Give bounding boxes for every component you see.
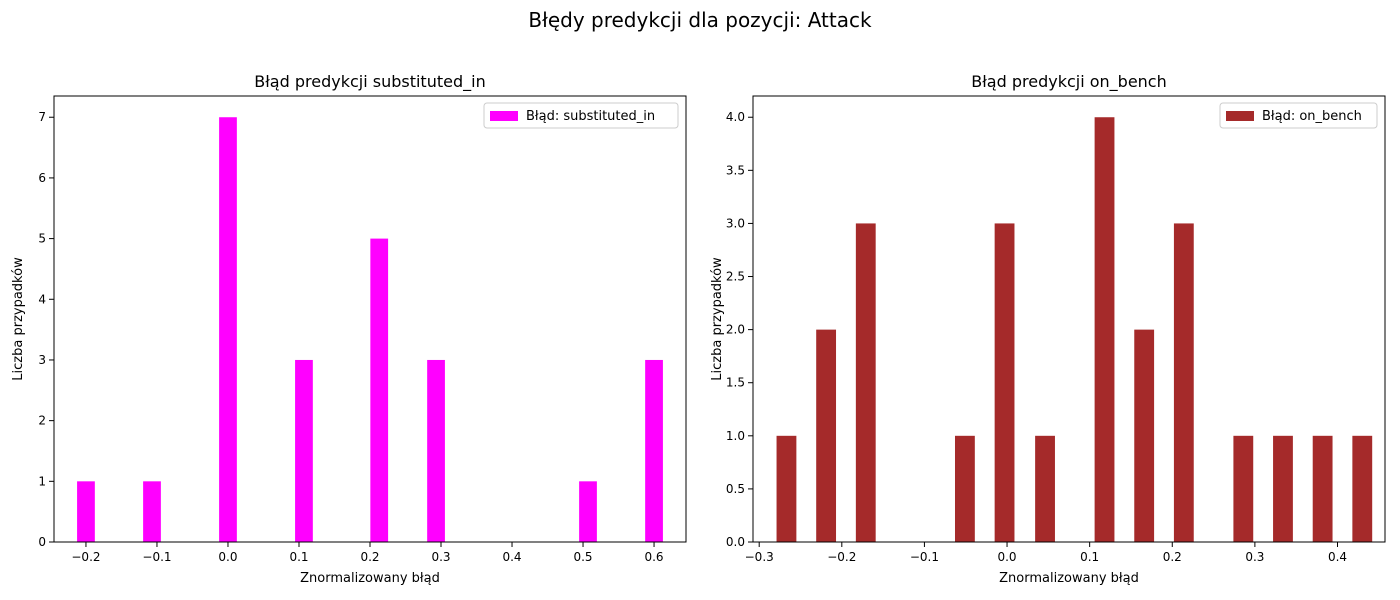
y-axis-label: Liczba przypadków xyxy=(710,257,725,381)
x-tick-label: −0.2 xyxy=(827,550,856,564)
y-tick-label: 2.5 xyxy=(726,270,745,284)
y-tick-label: 2 xyxy=(38,414,46,428)
x-tick-label: −0.2 xyxy=(71,550,100,564)
y-tick-label: 1.0 xyxy=(726,429,745,443)
x-tick-label: 0.2 xyxy=(1163,550,1182,564)
bar xyxy=(645,359,663,542)
x-tick-label: 0.6 xyxy=(644,550,663,564)
bar xyxy=(816,329,837,542)
x-tick-label: 0.1 xyxy=(1080,550,1099,564)
x-tick-label: 0.4 xyxy=(1328,550,1347,564)
x-tick-label: −0.1 xyxy=(910,550,939,564)
bar xyxy=(1173,223,1194,542)
y-tick-label: 2.0 xyxy=(726,323,745,337)
bar xyxy=(1035,435,1055,542)
y-tick-label: 0.5 xyxy=(726,482,745,496)
bar xyxy=(776,435,797,542)
y-tick-label: 3.5 xyxy=(726,163,745,177)
bar xyxy=(219,117,237,542)
y-tick-label: 0.0 xyxy=(726,535,745,549)
y-tick-label: 7 xyxy=(38,110,46,124)
legend: Błąd: on_bench xyxy=(1219,102,1378,129)
bar xyxy=(143,481,161,542)
y-tick-label: 1.5 xyxy=(726,376,745,390)
y-tick-label: 4.0 xyxy=(726,110,745,124)
bar xyxy=(1233,435,1254,542)
x-tick-label: 0.0 xyxy=(997,550,1016,564)
bar xyxy=(427,359,445,542)
x-tick-label: 0.0 xyxy=(218,550,237,564)
x-tick-label: 0.5 xyxy=(573,550,592,564)
x-tick-label: 0.1 xyxy=(289,550,308,564)
bar xyxy=(77,481,95,542)
y-tick-label: 3 xyxy=(38,353,46,367)
y-tick-label: 5 xyxy=(38,232,46,246)
legend: Błąd: substituted_in xyxy=(483,102,679,129)
legend-label: Błąd: substituted_in xyxy=(526,109,655,124)
x-tick-label: 0.3 xyxy=(431,550,450,564)
bar xyxy=(579,481,597,542)
y-tick-label: 6 xyxy=(38,171,46,185)
x-tick-label: 0.2 xyxy=(360,550,379,564)
chart-panel-on-bench: −0.3 −0.2 −0.1 0.0 0.1 0.2 0.3 0.4 0.0 0.5 1.0 1.5 2… xyxy=(710,72,1386,586)
y-tick-label: 0 xyxy=(38,535,46,549)
bar xyxy=(1352,435,1373,542)
y-tick-label: 4 xyxy=(38,292,46,306)
legend-label: Błąd: on_bench xyxy=(1262,109,1362,124)
x-axis-label: Znormalizowany błąd xyxy=(300,571,440,586)
x-tick-label: 0.3 xyxy=(1245,550,1264,564)
y-tick-label: 3.0 xyxy=(726,216,745,230)
plot-frame xyxy=(752,95,1386,543)
x-tick-label: −0.3 xyxy=(745,550,774,564)
chart-panel-substituted-in: −0.2 −0.1 0.0 0.1 0.2 0.3 0.4 0.5 0.6 0 1 2 3 4 5 6 7 Błą… xyxy=(11,72,687,586)
legend-box xyxy=(1219,102,1378,129)
chart-title: Błąd predykcji substituted_in xyxy=(254,72,485,92)
legend-box xyxy=(483,102,679,129)
legend-swatch xyxy=(490,111,518,121)
x-tick-label: 0.4 xyxy=(502,550,521,564)
figure-title: Błędy predykcji dla pozycji: Attack xyxy=(528,8,872,32)
y-tick-label: 1 xyxy=(38,474,46,488)
plot-frame xyxy=(53,95,687,543)
bar xyxy=(994,223,1015,542)
bar xyxy=(1312,435,1333,542)
bar xyxy=(954,435,975,542)
bar xyxy=(855,223,876,542)
legend-swatch xyxy=(1226,111,1254,121)
x-axis-label: Znormalizowany błąd xyxy=(999,571,1139,586)
bar xyxy=(1134,329,1155,542)
y-axis-label: Liczba przypadków xyxy=(11,257,26,381)
x-tick-label: −0.1 xyxy=(142,550,171,564)
bar xyxy=(1094,117,1115,542)
bar xyxy=(370,238,389,542)
bar xyxy=(295,359,313,542)
chart-title: Błąd predykcji on_bench xyxy=(971,72,1166,92)
bar xyxy=(1273,435,1293,542)
